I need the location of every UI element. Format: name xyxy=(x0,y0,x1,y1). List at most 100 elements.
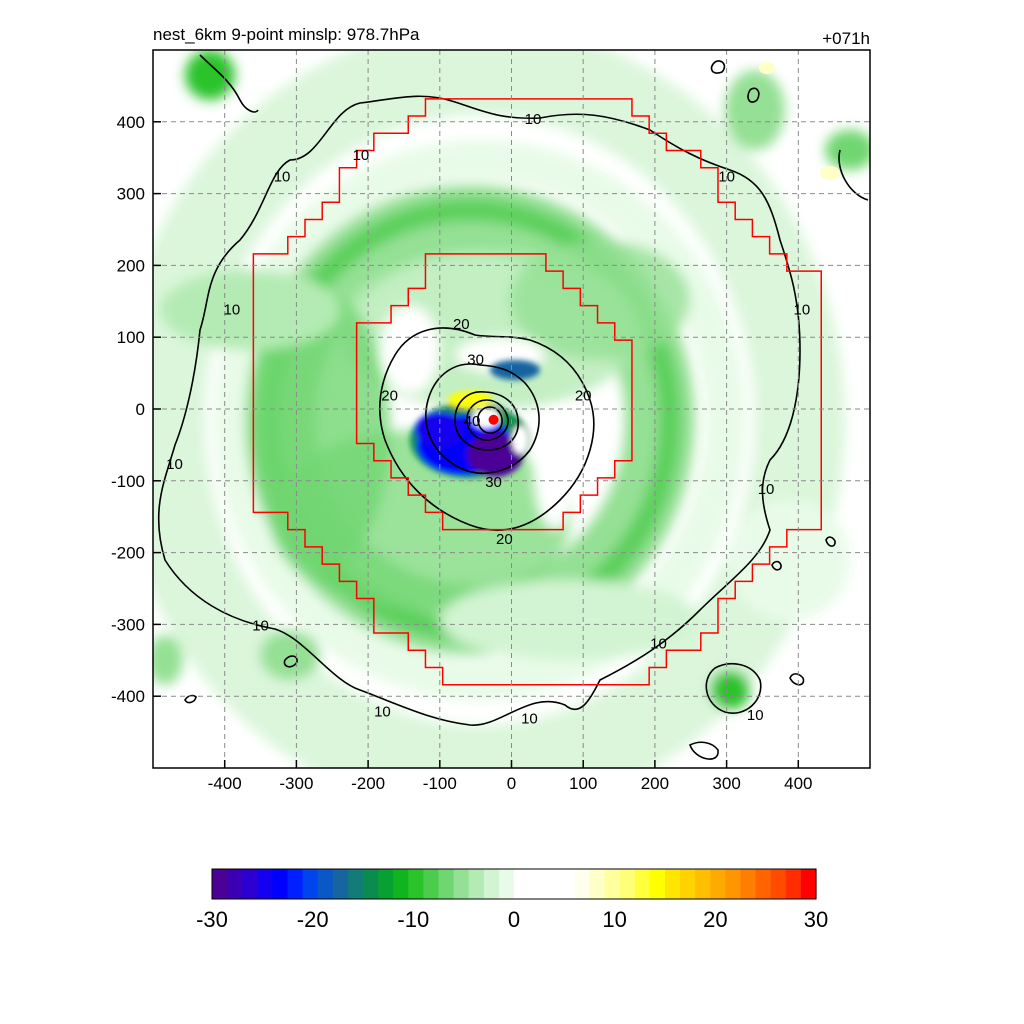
colorbar-swatch xyxy=(378,869,394,899)
colorbar-swatch xyxy=(710,869,726,899)
y-axis: 400 300 200 100 0 -100 -200 -300 -400 xyxy=(111,113,161,706)
colorbar-swatch xyxy=(634,869,651,899)
contour-label: 30 xyxy=(485,474,502,491)
colorbar-swatch xyxy=(498,869,515,899)
colorbar-swatch xyxy=(589,869,606,899)
colorbar-tick-label: 0 xyxy=(508,907,520,932)
contour-label: 10 xyxy=(794,301,811,318)
contour-label: 40 xyxy=(464,413,481,430)
colorbar xyxy=(212,869,817,899)
x-tick-label: 0 xyxy=(507,774,516,793)
outer-nest-boundary xyxy=(252,98,822,686)
contour-label: 20 xyxy=(381,388,398,405)
colorbar-swatch xyxy=(302,869,319,899)
contour-label: 10 xyxy=(718,169,735,186)
colorbar-swatch xyxy=(408,869,424,899)
colorbar-swatch xyxy=(770,869,787,899)
colorbar-tick-label: -20 xyxy=(297,907,329,932)
colorbar-swatch xyxy=(393,869,409,899)
colorbar-swatch xyxy=(800,869,817,899)
colorbar-tick-label: 10 xyxy=(602,907,626,932)
colorbar-labels: -30 -20 -10 0 10 20 30 xyxy=(196,907,828,932)
colorbar-swatch xyxy=(453,869,470,899)
y-tick-label: 200 xyxy=(117,256,145,275)
colorbar-swatch xyxy=(514,869,530,899)
colorbar-swatch xyxy=(332,869,349,899)
colorbar-swatch xyxy=(317,869,334,899)
x-tick-label: 100 xyxy=(569,774,597,793)
title-right: +071h xyxy=(822,29,870,48)
colorbar-swatch xyxy=(785,869,802,899)
colorbar-swatch xyxy=(423,869,440,899)
colorbar-swatch xyxy=(604,869,621,899)
colorbar-swatch xyxy=(649,869,666,899)
colorbar-swatch xyxy=(529,869,545,899)
colorbar-swatch xyxy=(483,869,500,899)
y-tick-label: -100 xyxy=(111,472,145,491)
shaded-field xyxy=(153,50,870,768)
colorbar-swatch xyxy=(287,869,304,899)
colorbar-swatch xyxy=(695,869,711,899)
y-tick-label: -200 xyxy=(111,544,145,563)
colorbar-tick-label: -30 xyxy=(196,907,228,932)
y-tick-label: 0 xyxy=(136,400,145,419)
nest-boundaries xyxy=(252,98,822,686)
x-tick-label: 300 xyxy=(712,774,740,793)
colorbar-swatch xyxy=(438,869,455,899)
contour-label: 10 xyxy=(274,169,291,186)
x-tick-label: -400 xyxy=(208,774,242,793)
contour-label: 10 xyxy=(758,481,775,498)
y-tick-label: 400 xyxy=(117,113,145,132)
inner-nest-boundary xyxy=(355,253,633,531)
colorbar-frame xyxy=(211,868,817,900)
colorbar-tick-label: 30 xyxy=(804,907,828,932)
colorbar-swatch xyxy=(755,869,772,899)
x-tick-label: -100 xyxy=(423,774,457,793)
contour-label: 10 xyxy=(224,301,241,318)
colorbar-swatch xyxy=(212,869,228,899)
colorbar-swatch xyxy=(740,869,757,899)
wind-contours xyxy=(157,54,869,760)
colorbar-swatch xyxy=(347,869,364,899)
x-tick-label: 200 xyxy=(641,774,669,793)
x-tick-label: -300 xyxy=(279,774,313,793)
colorbar-swatch xyxy=(544,869,560,899)
contour-label: 20 xyxy=(496,531,513,548)
colorbar-swatch xyxy=(680,869,696,899)
title-left: nest_6km 9-point minslp: 978.7hPa xyxy=(153,25,420,44)
y-tick-label: -400 xyxy=(111,687,145,706)
contour-label: 10 xyxy=(374,704,391,721)
x-axis: -400 -300 -200 -100 0 100 200 300 400 xyxy=(208,760,812,793)
colorbar-swatch xyxy=(242,869,258,899)
contour-label: 30 xyxy=(467,352,484,369)
colorbar-swatch xyxy=(468,869,485,899)
x-tick-label: -200 xyxy=(351,774,385,793)
colorbar-swatch xyxy=(665,869,681,899)
x-tick-label: 400 xyxy=(784,774,812,793)
colorbar-swatch xyxy=(574,869,591,899)
colorbar-swatch xyxy=(619,869,636,899)
colorbar-tick-label: 20 xyxy=(703,907,727,932)
colorbar-swatch xyxy=(559,869,575,899)
storm-center-marker xyxy=(488,414,499,425)
grid xyxy=(153,50,870,768)
contour-label: 10 xyxy=(747,707,764,724)
colorbar-tick-label: -10 xyxy=(397,907,429,932)
contour-label: 20 xyxy=(575,388,592,405)
contour-label: 10 xyxy=(353,147,370,164)
colorbar-swatch xyxy=(257,869,273,899)
contour-labels: 10 10 10 10 10 10 10 10 10 10 10 10 10 20 20 20 20 30 30 40 xyxy=(166,111,810,728)
contour-label: 10 xyxy=(166,456,183,473)
contour-label: 20 xyxy=(453,316,470,333)
colorbar-swatch xyxy=(227,869,243,899)
colorbar-swatch xyxy=(272,869,289,899)
colorbar-swatch xyxy=(725,869,742,899)
colorbar-swatch xyxy=(363,869,379,899)
y-tick-label: 300 xyxy=(117,185,145,204)
contour-label: 10 xyxy=(650,635,667,652)
y-tick-label: -300 xyxy=(111,615,145,634)
contour-label: 10 xyxy=(525,111,542,128)
contour-label: 10 xyxy=(521,711,538,728)
y-tick-label: 100 xyxy=(117,328,145,347)
contour-label: 10 xyxy=(252,617,269,634)
